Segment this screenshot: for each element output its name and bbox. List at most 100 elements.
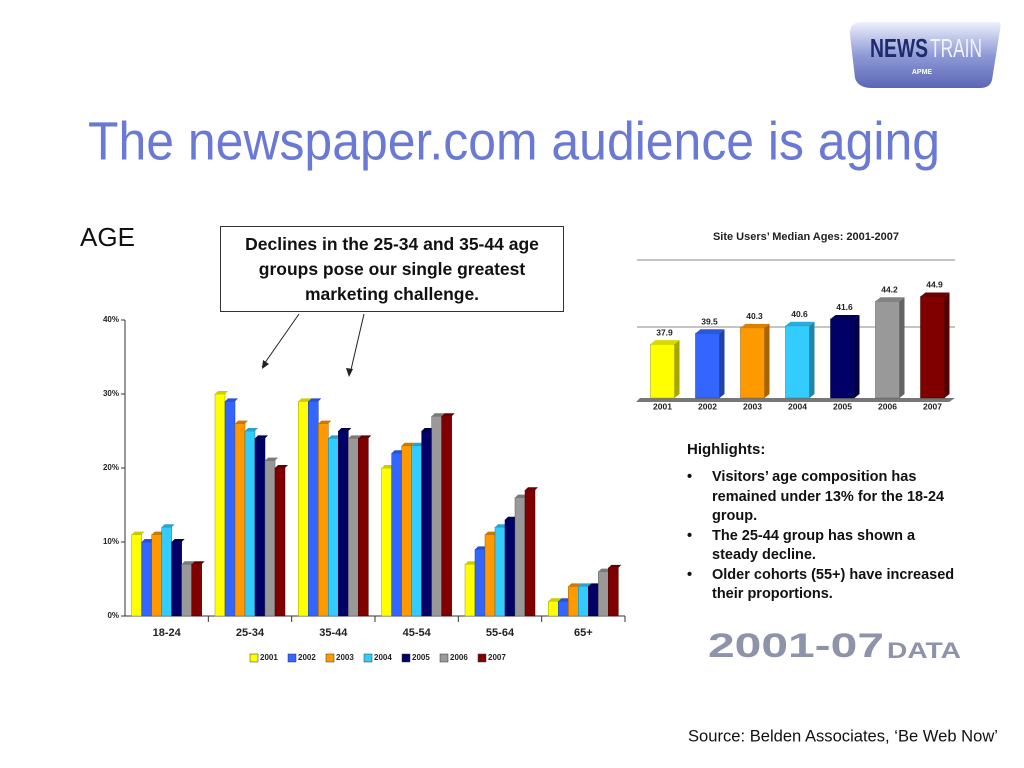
bar-top — [308, 398, 322, 402]
bar — [441, 415, 452, 617]
x-tick-label: 2003 — [743, 401, 762, 411]
y-tick-label: 0% — [107, 611, 119, 620]
bar — [171, 541, 182, 617]
bar-top — [181, 561, 195, 565]
bar-top — [161, 524, 175, 528]
bar-side — [764, 323, 770, 398]
bar — [224, 401, 236, 617]
legend-label: 2004 — [374, 653, 392, 662]
bar-top — [740, 323, 770, 328]
x-tick-label: 45-54 — [403, 627, 432, 639]
bar-side — [899, 297, 905, 398]
legend-label: 2007 — [488, 653, 506, 662]
bar — [348, 438, 359, 617]
bar — [298, 401, 309, 617]
bar-side — [854, 314, 860, 398]
y-tick-label: 10% — [103, 537, 119, 546]
legend-label: 2003 — [336, 653, 354, 662]
value-label: 41.6 — [836, 302, 853, 312]
bar — [875, 301, 900, 399]
chart-floor — [636, 398, 955, 402]
bar — [588, 586, 599, 617]
bar-top — [830, 314, 860, 319]
bar-top — [401, 442, 415, 446]
bar-top — [298, 398, 312, 402]
age-label: AGE — [80, 222, 135, 252]
bar — [141, 541, 152, 617]
y-tick-label: 20% — [103, 463, 119, 472]
logo-badge — [849, 22, 1001, 88]
x-tick-label: 2007 — [923, 401, 942, 411]
bar — [578, 586, 589, 617]
bar-top — [875, 297, 905, 302]
value-label: 44.9 — [926, 280, 943, 290]
legend-swatch — [249, 653, 259, 663]
bar — [421, 430, 432, 617]
bar — [254, 438, 266, 617]
legend-swatch — [287, 653, 297, 663]
logo-word: TRAIN — [930, 33, 982, 63]
bar — [161, 526, 172, 617]
bar-top — [235, 420, 248, 424]
legend-swatch — [363, 653, 373, 663]
legend-swatch — [325, 653, 335, 663]
bar-top — [318, 420, 332, 424]
bar — [558, 600, 569, 617]
x-tick-label: 65+ — [574, 627, 593, 639]
bar — [695, 333, 720, 399]
x-tick-label: 2005 — [833, 401, 852, 411]
x-tick-label: 2002 — [698, 401, 717, 411]
bar-top — [650, 340, 680, 345]
bar — [401, 445, 412, 617]
bar — [308, 401, 319, 617]
callout-arrowhead — [262, 360, 269, 369]
callout-box: Declines in the 25-34 and 35-44 age grou… — [220, 226, 564, 312]
x-tick-label: 2006 — [878, 401, 897, 411]
bar — [318, 423, 329, 617]
legend-swatch — [439, 653, 449, 663]
bar — [214, 393, 226, 617]
bar — [608, 567, 619, 617]
bar-top — [608, 564, 622, 568]
bar — [474, 549, 486, 617]
x-tick-label: 2004 — [788, 401, 807, 411]
logo-word: NEWS — [870, 33, 928, 63]
x-tick-label: 2001 — [653, 401, 672, 411]
highlights-heading: Highlights: — [687, 441, 766, 458]
bar-side — [674, 340, 680, 398]
bar — [548, 600, 559, 617]
bar — [494, 526, 506, 617]
bar-top — [348, 435, 362, 439]
bar — [411, 445, 422, 617]
bar-top — [548, 598, 562, 602]
bar-top — [920, 292, 950, 297]
x-tick-label: 35-44 — [319, 627, 348, 639]
bar — [338, 430, 349, 617]
highlight-item: The 25-44 group has shown a steady decli… — [687, 527, 957, 566]
x-tick-label: 18-24 — [153, 627, 182, 639]
bar-side — [944, 292, 950, 398]
bar-side — [719, 329, 725, 398]
bar-top — [171, 539, 185, 542]
chart-title: Site Users’ Median Ages: 2001-2007 — [713, 231, 899, 243]
badge-word: DATA — [887, 638, 961, 663]
x-tick-label: 55-64 — [486, 627, 515, 639]
value-label: 37.9 — [656, 327, 673, 337]
bar-top — [785, 321, 815, 326]
bar — [264, 460, 276, 617]
source-note: Source: Belden Associates, ‘Be Web Now’ — [688, 726, 998, 745]
logo-sub: APME — [912, 69, 933, 76]
bar — [328, 438, 339, 617]
legend-swatch — [477, 653, 487, 663]
bar-top — [225, 398, 238, 402]
bar — [830, 318, 855, 399]
bar-top — [358, 435, 372, 439]
y-tick-label: 30% — [103, 389, 119, 398]
bar-top — [578, 583, 592, 587]
legend-label: 2002 — [298, 653, 316, 662]
bar — [464, 563, 476, 617]
bar-top — [441, 413, 455, 417]
bar-top — [215, 391, 228, 394]
bar-top — [431, 413, 445, 417]
bar — [920, 296, 945, 399]
